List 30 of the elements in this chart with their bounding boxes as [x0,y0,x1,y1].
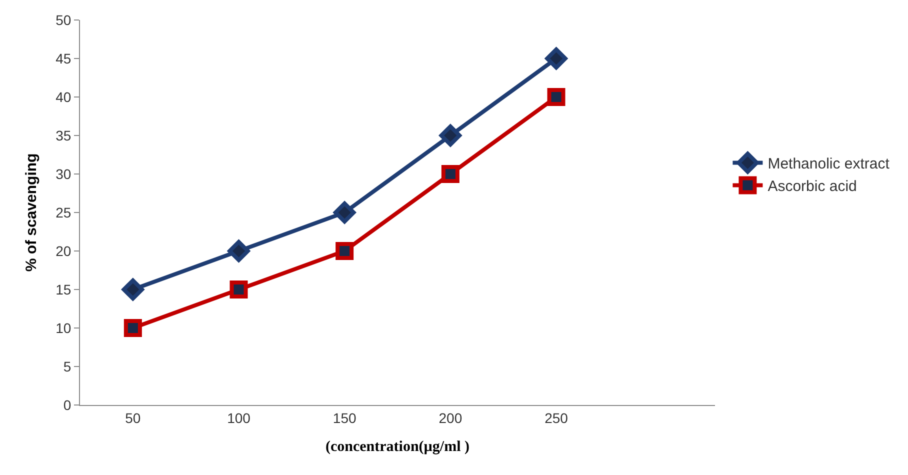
point [228,240,250,262]
x-tick-label: 150 [332,410,356,426]
y-tick-label: 15 [56,281,72,298]
point [441,165,460,183]
legend-label: Methanolic extract [768,156,890,173]
y-axis-title: % of scavenging [22,153,40,272]
y-tick-label: 40 [56,88,72,105]
point [122,278,144,301]
y-tick-label: 25 [56,204,72,220]
y-tick-label: 10 [56,320,72,336]
y-tick-label: 30 [56,166,72,182]
y-tick-label: 35 [56,127,72,144]
y-tick-label: 50 [56,12,72,28]
point [547,88,566,106]
x-tick-label: 250 [544,410,568,426]
x-tick-label: 100 [227,410,251,426]
point [439,124,462,147]
point [230,280,248,298]
x-axis-title: (concentration(µg/ml ) [325,438,470,455]
x-tick-label: 50 [125,410,141,426]
point [124,319,142,337]
y-tick-label: 20 [56,242,72,259]
legend-label: Ascorbic acid [768,178,857,196]
y-tick-label: 45 [56,50,72,66]
point [545,47,568,70]
point [333,201,356,224]
point [336,242,354,260]
y-tick-label: 0 [63,396,72,413]
x-tick-label: 200 [438,410,462,426]
y-tick-label: 5 [63,358,72,374]
